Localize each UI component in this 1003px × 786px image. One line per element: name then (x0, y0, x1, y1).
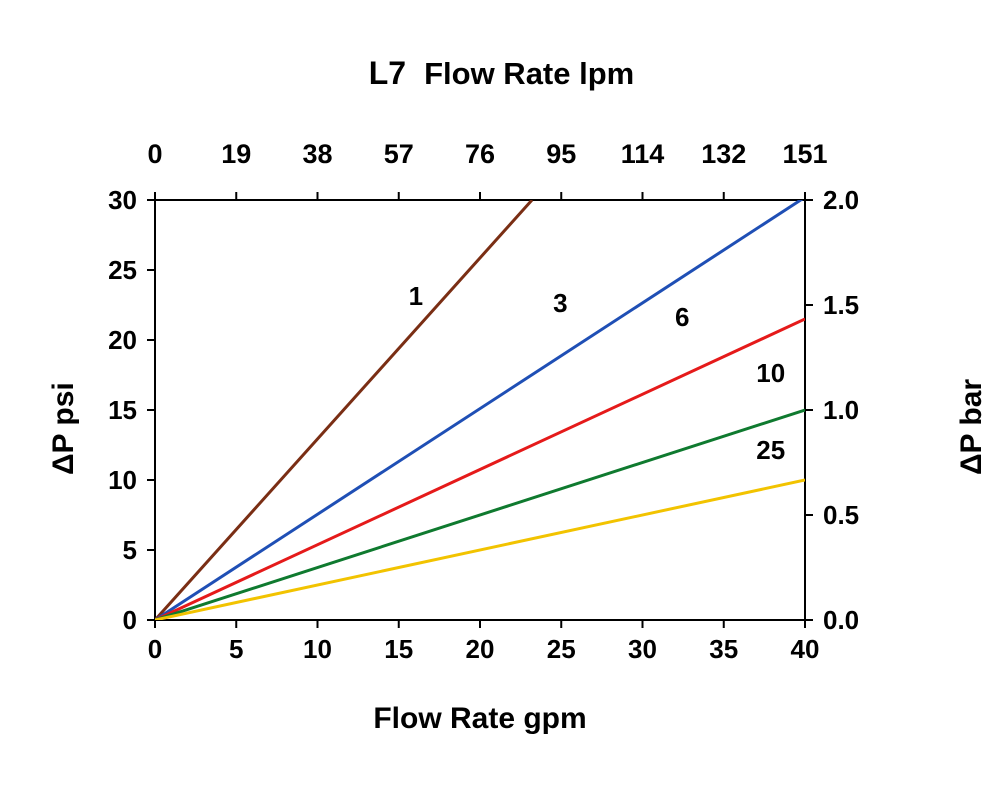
x-bottom-axis-label: Flow Rate gpm (360, 702, 600, 736)
plot-svg: 0510152025303540019385776951141321510510… (0, 0, 1003, 786)
y-right-axis-label: ΔP bar (955, 379, 989, 475)
x-top-tick-label: 38 (302, 139, 332, 169)
y-left-tick-label: 0 (123, 605, 137, 635)
x-top-tick-label: 76 (465, 139, 495, 169)
series-label-25: 25 (756, 435, 785, 465)
y-right-tick-label: 1.0 (823, 395, 859, 425)
x-bottom-tick-label: 15 (384, 634, 413, 664)
x-top-tick-label: 0 (147, 139, 162, 169)
x-bottom-tick-label: 10 (303, 634, 332, 664)
y-left-tick-label: 20 (108, 325, 137, 355)
x-bottom-tick-label: 25 (547, 634, 576, 664)
y-left-tick-label: 30 (108, 185, 137, 215)
series-line-6 (155, 319, 805, 620)
series-label-1: 1 (409, 281, 423, 311)
x-top-tick-label: 19 (221, 139, 251, 169)
y-left-axis-label: ΔP psi (47, 382, 81, 475)
x-bottom-tick-label: 0 (148, 634, 162, 664)
x-top-tick-label: 57 (384, 139, 414, 169)
y-right-tick-label: 2.0 (823, 185, 859, 215)
series-label-3: 3 (553, 288, 567, 318)
y-left-tick-label: 15 (108, 395, 137, 425)
x-bottom-tick-label: 5 (229, 634, 243, 664)
x-bottom-tick-label: 30 (628, 634, 657, 664)
x-top-tick-label: 151 (782, 139, 827, 169)
y-right-tick-label: 0.5 (823, 500, 859, 530)
series-label-10: 10 (756, 358, 785, 388)
series-line-3 (155, 197, 805, 620)
y-left-tick-label: 10 (108, 465, 137, 495)
series-line-25 (155, 480, 805, 620)
x-bottom-tick-label: 35 (709, 634, 738, 664)
chart-container: L7Flow Rate lpm0510152025303540019385776… (0, 0, 1003, 786)
y-left-tick-label: 5 (123, 535, 137, 565)
y-right-tick-label: 1.5 (823, 290, 859, 320)
x-top-tick-label: 95 (546, 139, 576, 169)
x-top-tick-label: 132 (701, 139, 746, 169)
x-top-tick-label: 114 (621, 139, 665, 169)
y-left-tick-label: 25 (108, 255, 137, 285)
x-bottom-tick-label: 40 (791, 634, 820, 664)
series-line-10 (155, 410, 805, 620)
x-bottom-tick-label: 20 (466, 634, 495, 664)
y-right-tick-label: 0.0 (823, 605, 859, 635)
series-label-6: 6 (675, 302, 689, 332)
